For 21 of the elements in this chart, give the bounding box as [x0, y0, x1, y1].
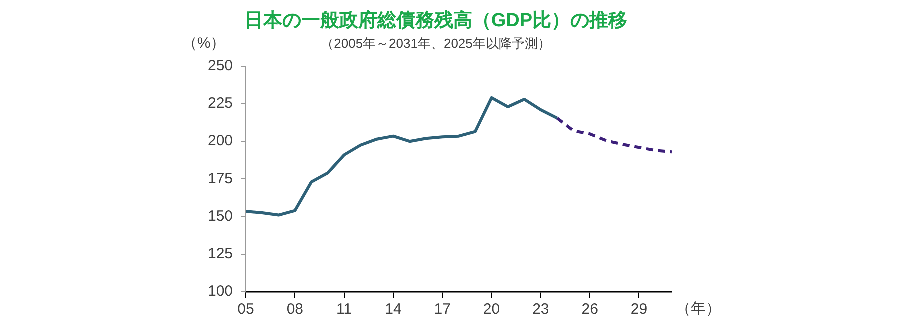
- y-tick-label: 250: [208, 58, 234, 75]
- x-tick-label: 26: [582, 301, 598, 318]
- x-tick-label: 11: [336, 301, 352, 318]
- y-tick-label: 100: [208, 283, 234, 300]
- y-tick-label: 225: [208, 95, 234, 112]
- y-axis-title: （%）: [182, 35, 226, 52]
- y-tick-label: 125: [208, 246, 234, 263]
- x-tick-label: 17: [434, 301, 451, 318]
- y-tick-label: 175: [208, 170, 234, 188]
- x-tick-label: 14: [385, 301, 402, 318]
- y-tick-label: 200: [208, 132, 234, 150]
- x-tick-label: 29: [630, 301, 648, 318]
- x-tick-label: 05: [238, 301, 254, 318]
- x-tick-label: 20: [483, 301, 500, 318]
- chart-title: 日本の一般政府総債務残高（GDP比）の推移: [244, 10, 628, 32]
- x-tick-label: 08: [286, 301, 304, 318]
- chart-subtitle: （2005年～2031年、2025年以降予測）: [321, 36, 551, 52]
- x-axis-title: （年）: [676, 300, 721, 318]
- y-tick-label: 150: [208, 208, 234, 225]
- x-tick-label: 23: [532, 301, 550, 318]
- line-series: [556, 116, 672, 154]
